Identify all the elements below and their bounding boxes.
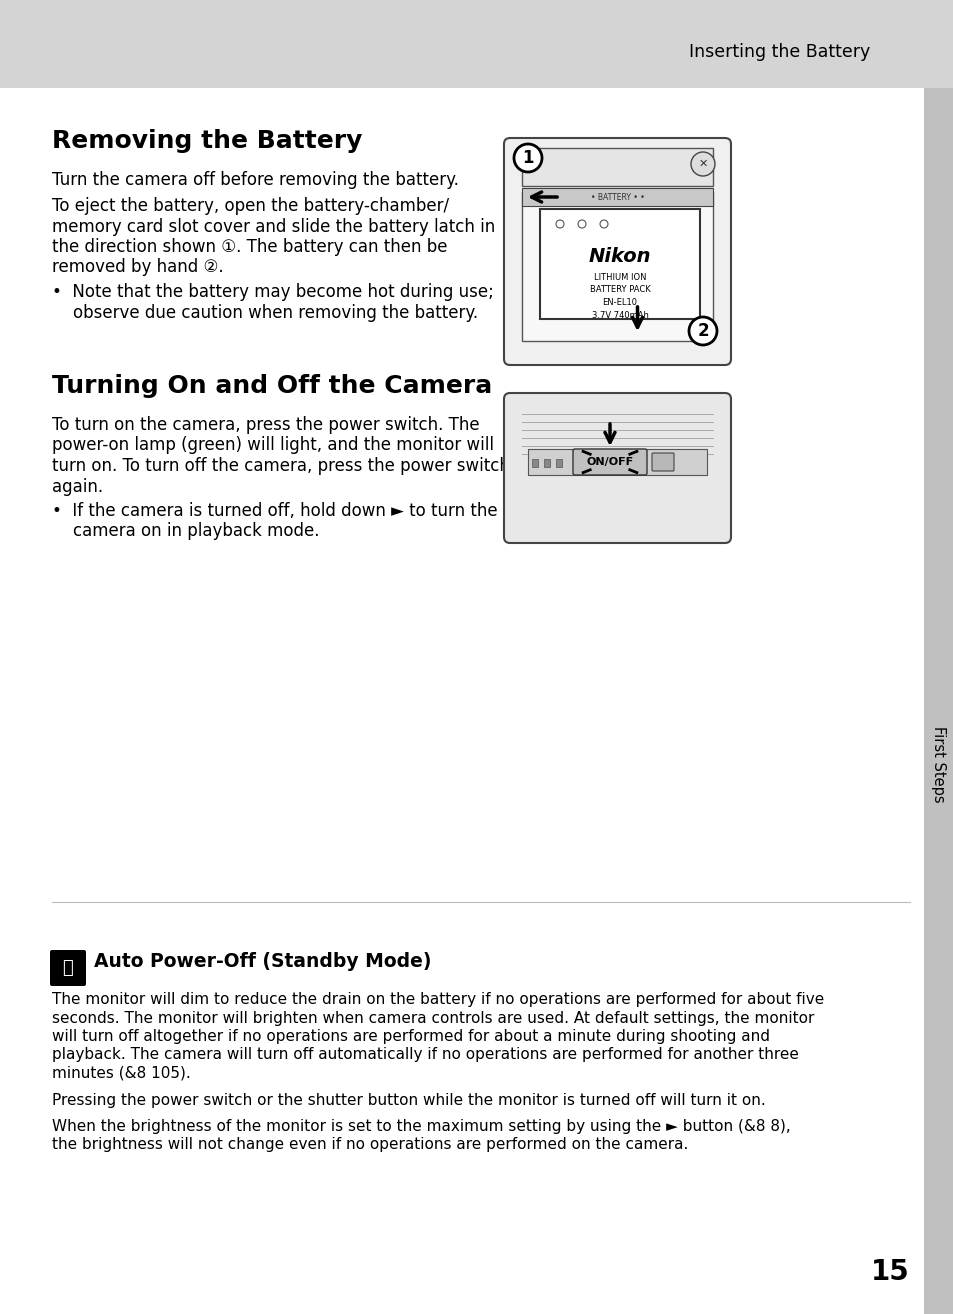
Circle shape [514, 145, 541, 172]
Bar [532, 459, 537, 466]
Text: 15: 15 [870, 1257, 909, 1286]
Bar [539, 209, 700, 319]
Bar [521, 188, 712, 206]
FancyBboxPatch shape [503, 393, 730, 543]
Text: seconds. The monitor will brighten when camera controls are used. At default set: seconds. The monitor will brighten when … [52, 1010, 814, 1025]
Text: will turn off altogether if no operations are performed for about a minute durin: will turn off altogether if no operation… [52, 1029, 769, 1045]
Circle shape [690, 152, 714, 176]
Text: the direction shown ①. The battery can then be: the direction shown ①. The battery can t… [52, 238, 447, 256]
Text: When the brightness of the monitor is set to the maximum setting by using the ► : When the brightness of the monitor is se… [52, 1120, 790, 1134]
Text: the brightness will not change even if no operations are performed on the camera: the brightness will not change even if n… [52, 1138, 688, 1152]
Text: First Steps: First Steps [930, 725, 945, 803]
Bar [527, 449, 706, 474]
Bar [521, 192, 712, 342]
Bar [923, 88, 953, 1314]
Bar [556, 459, 561, 466]
Text: LITHIUM ION
BATTERY PACK
EN-EL10
3.7V 740mAh: LITHIUM ION BATTERY PACK EN-EL10 3.7V 74… [589, 273, 650, 319]
Text: ✕: ✕ [698, 159, 707, 170]
FancyBboxPatch shape [651, 453, 673, 470]
Text: removed by hand ②.: removed by hand ②. [52, 259, 223, 276]
Text: power-on lamp (green) will light, and the monitor will: power-on lamp (green) will light, and th… [52, 436, 494, 455]
Text: playback. The camera will turn off automatically if no operations are performed : playback. The camera will turn off autom… [52, 1047, 798, 1063]
FancyBboxPatch shape [50, 950, 86, 986]
Text: Turn the camera off before removing the battery.: Turn the camera off before removing the … [52, 171, 458, 189]
Circle shape [688, 317, 717, 346]
Text: memory card slot cover and slide the battery latch in: memory card slot cover and slide the bat… [52, 218, 495, 235]
Text: 1: 1 [521, 148, 533, 167]
Text: Inserting the Battery: Inserting the Battery [688, 43, 869, 60]
Text: again.: again. [52, 477, 103, 495]
Bar [0, 0, 953, 88]
Text: •  If the camera is turned off, hold down ► to turn the: • If the camera is turned off, hold down… [52, 502, 497, 520]
Text: • BATTERY • •: • BATTERY • • [590, 192, 643, 201]
Text: Removing the Battery: Removing the Battery [52, 129, 362, 152]
Text: Auto Power-Off (Standby Mode): Auto Power-Off (Standby Mode) [94, 953, 431, 971]
Text: turn on. To turn off the camera, press the power switch: turn on. To turn off the camera, press t… [52, 457, 509, 474]
Text: ON/OFF: ON/OFF [586, 457, 633, 466]
Text: Turning On and Off the Camera: Turning On and Off the Camera [52, 374, 492, 398]
Text: 2: 2 [697, 322, 708, 340]
Text: •  Note that the battery may become hot during use;: • Note that the battery may become hot d… [52, 283, 494, 301]
Bar [543, 459, 550, 466]
FancyBboxPatch shape [573, 449, 646, 474]
Text: To turn on the camera, press the power switch. The: To turn on the camera, press the power s… [52, 417, 479, 434]
Text: observe due caution when removing the battery.: observe due caution when removing the ba… [52, 304, 477, 322]
Text: Pressing the power switch or the shutter button while the monitor is turned off : Pressing the power switch or the shutter… [52, 1092, 765, 1108]
Bar [521, 148, 712, 187]
Text: minutes (&8 105).: minutes (&8 105). [52, 1066, 191, 1081]
Text: Nikon: Nikon [588, 247, 651, 267]
Text: camera on in playback mode.: camera on in playback mode. [52, 523, 319, 540]
Text: To eject the battery, open the battery-chamber/: To eject the battery, open the battery-c… [52, 197, 449, 215]
FancyBboxPatch shape [503, 138, 730, 365]
Text: 🔍: 🔍 [63, 959, 73, 978]
Text: The monitor will dim to reduce the drain on the battery if no operations are per: The monitor will dim to reduce the drain… [52, 992, 823, 1007]
